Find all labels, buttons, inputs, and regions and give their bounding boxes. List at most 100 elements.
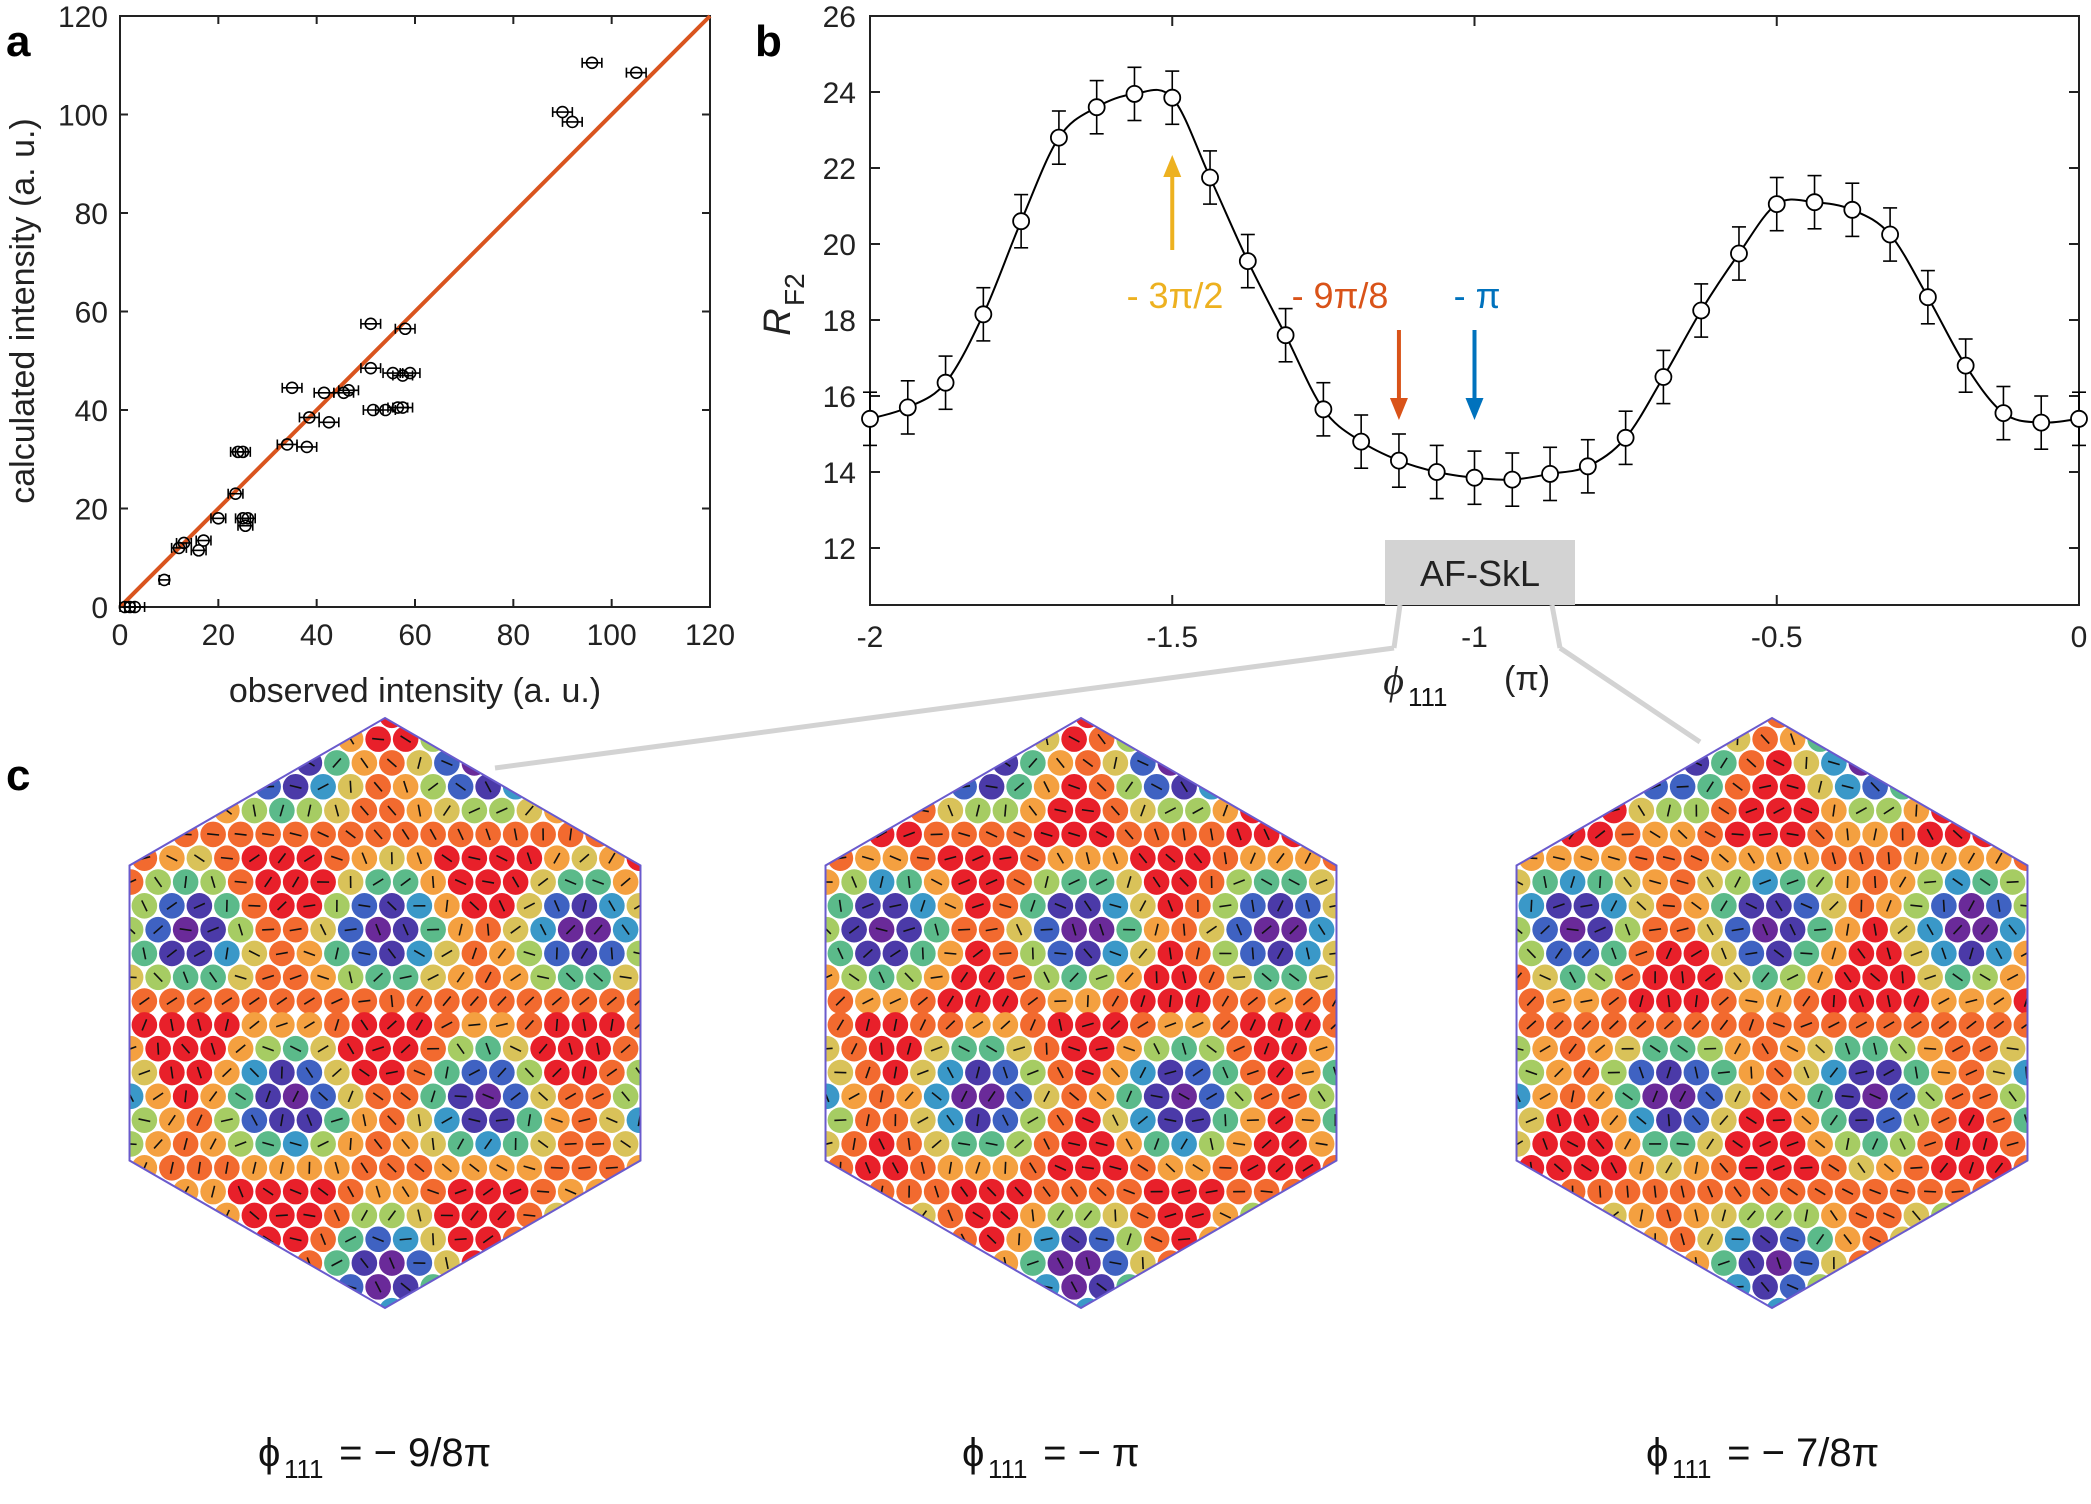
- y-tick-label-b: 24: [823, 77, 856, 110]
- spin-site: [1281, 821, 1307, 848]
- data-point-b: [974, 286, 993, 342]
- data-point-a: [399, 366, 421, 380]
- caption-2-sym: ϕ: [1646, 1431, 1668, 1475]
- caption-0: ϕ 111 = − 9/8π: [258, 1431, 491, 1484]
- hexagon-border: [1515, 716, 2029, 1310]
- spin-site: [626, 1154, 641, 1181]
- data-point-a: [392, 401, 414, 414]
- spin-site: [626, 845, 641, 872]
- caption-0-sym: ϕ: [258, 1431, 280, 1475]
- x-tick-label-a: 20: [202, 619, 235, 652]
- data-point-a: [337, 383, 360, 397]
- spin-site: [1931, 797, 1957, 824]
- spin-site: [461, 1250, 488, 1276]
- spin-site: [129, 1059, 130, 1086]
- spin-site: [1516, 1107, 1517, 1133]
- y-tick-label-a: 0: [91, 592, 108, 625]
- hexagon-border: [824, 716, 1338, 1310]
- x-axis-label-b-unit: (π): [1504, 660, 1550, 698]
- y-tick-label-b: 16: [823, 381, 856, 414]
- spin-site: [2027, 869, 2028, 895]
- spin-site: [825, 988, 826, 1014]
- data-point-b: [1390, 433, 1408, 489]
- data-point-a: [318, 416, 340, 429]
- spin-site: [129, 1107, 130, 1133]
- data-point-b: [861, 391, 879, 447]
- data-point-b: [1918, 269, 1937, 325]
- spin-site: [129, 1012, 130, 1038]
- data-point-b: [1616, 410, 1635, 466]
- spin-site: [1336, 1035, 1337, 1062]
- x-tick-label-b: -1: [1461, 621, 1488, 654]
- data-point-b: [936, 355, 955, 411]
- y-tick-label-b: 12: [823, 533, 856, 566]
- y-tick-label-b: 20: [823, 229, 856, 262]
- data-point-b: [1050, 110, 1068, 165]
- y-tick-label-b: 26: [823, 1, 856, 34]
- spin-site: [1240, 797, 1266, 824]
- data-point-a: [625, 66, 647, 79]
- spin-site: [1322, 845, 1337, 872]
- spin-site: [1889, 773, 1916, 800]
- data-point-a: [227, 487, 244, 501]
- x-axis-label-a: observed intensity (a. u.): [229, 672, 601, 710]
- data-point-b: [1314, 381, 1333, 437]
- data-point-a: [392, 369, 414, 382]
- spin-site: [1336, 916, 1337, 943]
- spin-site: [1336, 869, 1337, 895]
- spin-site: [640, 1035, 641, 1062]
- caption-0-rest: = − 9/8π: [328, 1431, 491, 1475]
- spin-site: [1116, 726, 1142, 752]
- spin-site: [379, 1297, 405, 1308]
- y-tick-label-a: 100: [58, 100, 108, 133]
- spin-site: [2027, 1035, 2028, 1062]
- lattice-phi-minus-pi: [824, 716, 1338, 1310]
- data-point-b: [1503, 452, 1522, 508]
- data-point-a: [210, 512, 227, 525]
- x-tick-label-a: 40: [300, 619, 333, 652]
- data-point-b: [1843, 182, 1862, 238]
- spin-site: [640, 964, 641, 991]
- y-tick-label-a: 80: [75, 198, 108, 231]
- spin-site: [825, 1059, 826, 1086]
- data-point-a: [276, 438, 298, 451]
- spin-site: [544, 797, 570, 824]
- data-point-b: [1956, 338, 1975, 394]
- y-tick-label-a: 120: [58, 1, 108, 34]
- spin-site: [502, 1226, 529, 1253]
- spin-site: [129, 893, 130, 919]
- data-point-b: [1012, 193, 1031, 249]
- lattice-phi-minus-7-8-pi: [1515, 716, 2029, 1310]
- data-point-b: [1465, 450, 1484, 506]
- spin-site: [129, 988, 130, 1014]
- data-point-a: [561, 115, 583, 129]
- y-axis-label-a: calculated intensity (a. u.): [4, 118, 42, 504]
- annotation-label: - 9π/8: [1292, 275, 1389, 316]
- spin-site: [129, 940, 130, 967]
- spin-site: [502, 773, 529, 800]
- data-point-b: [1730, 226, 1748, 281]
- spin-site: [1157, 750, 1184, 776]
- spin-site: [420, 726, 446, 752]
- connector-right-a: [1549, 604, 1563, 649]
- spin-site: [640, 1131, 641, 1157]
- data-point-a: [360, 317, 382, 331]
- scatter-plot-a: 0 20 40 60 80 100 120 0 20 40 60 80 100 120 observed …: [4, 1, 735, 710]
- data-point-b: [1276, 307, 1295, 363]
- connector-left-b: [494, 645, 1395, 771]
- spin-site: [825, 940, 826, 967]
- annotation-arrow: [1163, 155, 1182, 250]
- data-point-b: [1578, 438, 1597, 494]
- spin-site: [1240, 1202, 1266, 1229]
- spin-site: [825, 1012, 826, 1038]
- x-tick-label-a: 120: [685, 619, 735, 652]
- y-axis-label-b: R: [757, 308, 799, 335]
- spin-site: [2013, 1154, 2028, 1181]
- data-point-a: [124, 600, 146, 614]
- x-tick-label-a: 80: [497, 619, 530, 652]
- hexagon-border: [128, 716, 642, 1310]
- data-point-a: [281, 381, 303, 395]
- data-point-b: [1238, 233, 1257, 289]
- spin-site: [1766, 1297, 1792, 1308]
